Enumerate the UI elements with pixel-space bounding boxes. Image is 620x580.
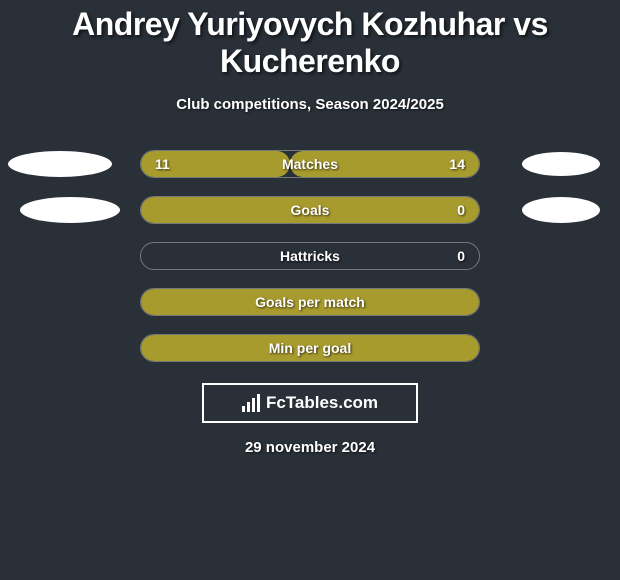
logo-text: FcTables.com xyxy=(266,393,378,413)
category-label: Goals xyxy=(291,202,330,218)
stat-row: 0 Goals xyxy=(0,187,620,233)
bar-track: 11 14 Matches xyxy=(140,150,480,178)
stat-row: 11 14 Matches xyxy=(0,141,620,187)
bar-track: Goals per match xyxy=(140,288,480,316)
bar-track: Min per goal xyxy=(140,334,480,362)
category-label: Matches xyxy=(282,156,338,172)
avatar-blob xyxy=(20,197,120,223)
subtitle: Club competitions, Season 2024/2025 xyxy=(0,96,620,113)
value-left: 11 xyxy=(155,156,170,172)
logo-chart-icon xyxy=(242,394,260,412)
page-title: Andrey Yuriyovych Kozhuhar vs Kucherenko xyxy=(0,0,620,84)
stat-row: Goals per match xyxy=(0,279,620,325)
avatar-blob xyxy=(522,197,600,223)
value-right: 0 xyxy=(457,202,465,218)
stat-row: Min per goal xyxy=(0,325,620,371)
avatar-blob xyxy=(8,151,112,177)
date-label: 29 november 2024 xyxy=(0,439,620,456)
stat-row: 0 Hattricks xyxy=(0,233,620,279)
stats-widget: Andrey Yuriyovych Kozhuhar vs Kucherenko… xyxy=(0,0,620,456)
bar-track: 0 Hattricks xyxy=(140,242,480,270)
logo-box[interactable]: FcTables.com xyxy=(202,383,418,423)
avatar-blob xyxy=(522,152,600,176)
bar-track: 0 Goals xyxy=(140,196,480,224)
value-right: 14 xyxy=(449,156,465,172)
stat-rows: 11 14 Matches 0 Goals 0 Hattricks Goals per mat… xyxy=(0,141,620,371)
value-right: 0 xyxy=(457,248,465,264)
category-label: Min per goal xyxy=(269,340,351,356)
category-label: Hattricks xyxy=(280,248,340,264)
category-label: Goals per match xyxy=(255,294,365,310)
